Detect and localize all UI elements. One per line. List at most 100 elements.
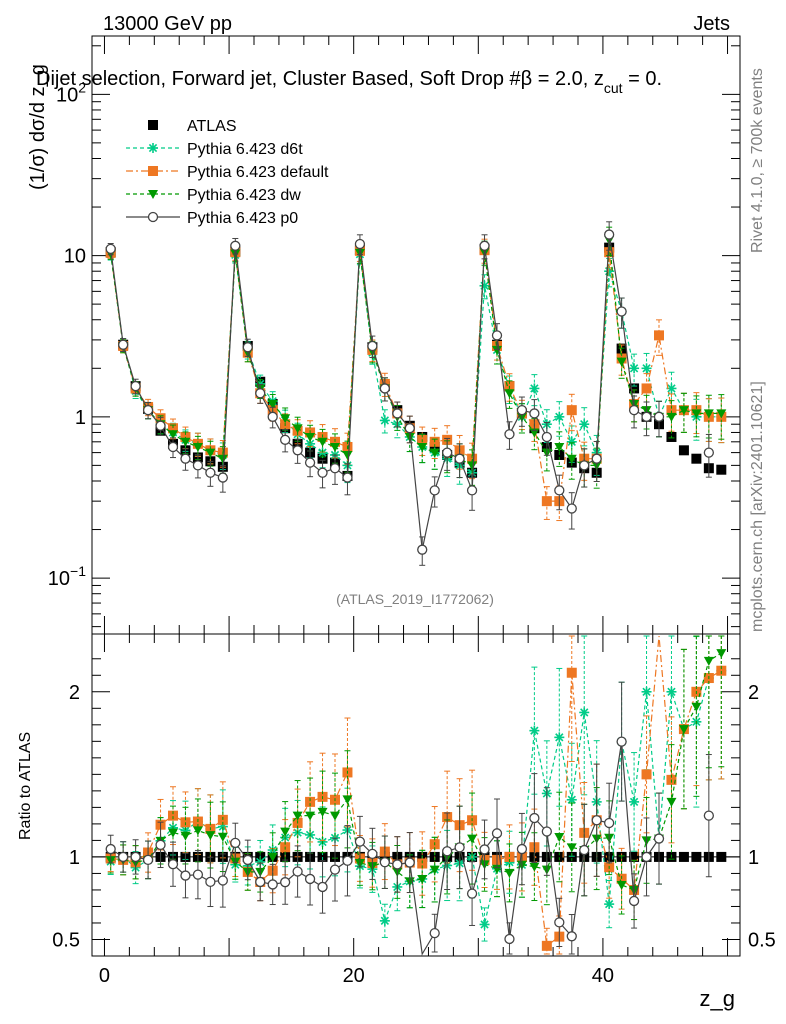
star-stroke xyxy=(604,899,614,909)
data-point xyxy=(641,769,652,780)
data-point xyxy=(591,453,602,464)
star-stroke xyxy=(642,687,651,696)
data-point xyxy=(628,895,640,907)
star-stroke xyxy=(667,687,676,696)
data-point xyxy=(417,874,428,884)
data-point xyxy=(442,447,453,458)
data-point xyxy=(155,839,166,850)
data-point xyxy=(529,408,540,419)
data-point xyxy=(554,442,565,452)
legend-label: Pythia 6.423 p0 xyxy=(187,210,298,227)
legend-entry: ATLAS xyxy=(148,118,237,135)
data-point xyxy=(392,408,403,419)
data-point xyxy=(566,667,577,678)
star-stroke xyxy=(555,412,564,421)
data-point xyxy=(591,815,602,826)
ratio-series-group xyxy=(105,635,727,954)
ratio-y-tick-label: 0.5 xyxy=(52,929,80,951)
data-point xyxy=(479,240,490,251)
ratio-y-axis-label: Ratio to ATLAS xyxy=(17,732,34,840)
data-point xyxy=(703,810,714,821)
data-point xyxy=(329,864,341,875)
star-stroke xyxy=(629,364,639,373)
data-point xyxy=(342,795,353,805)
series-pythia-6-423-dw xyxy=(105,226,727,489)
data-point xyxy=(678,445,689,456)
data-point xyxy=(666,405,677,416)
data-point xyxy=(404,857,415,868)
data-point xyxy=(604,817,615,829)
data-point xyxy=(454,453,465,464)
x-tick-label: 0 xyxy=(99,965,110,987)
data-point xyxy=(217,472,228,483)
data-point xyxy=(167,859,179,870)
data-point xyxy=(330,442,340,452)
data-point xyxy=(167,441,179,453)
data-point xyxy=(379,915,390,926)
data-point xyxy=(703,656,714,666)
data-point xyxy=(354,836,366,847)
data-point xyxy=(579,844,590,856)
data-point xyxy=(168,810,178,821)
data-point xyxy=(554,485,565,496)
data-point xyxy=(678,406,689,416)
data-point xyxy=(118,851,129,863)
data-point xyxy=(529,725,540,736)
legend-marker xyxy=(147,211,159,223)
legend: ATLAS Pythia 6.423 d6t Pythia 6.423 defaul… xyxy=(126,118,329,227)
series-pythia-6-423-p0 xyxy=(105,221,714,566)
data-point xyxy=(429,448,440,458)
data-point xyxy=(130,851,141,863)
data-point xyxy=(192,442,203,452)
data-point xyxy=(466,485,478,496)
main-y-tick-label: 10 xyxy=(64,246,86,268)
star-stroke xyxy=(642,364,651,373)
main-series-group xyxy=(105,221,727,566)
data-point xyxy=(691,851,702,862)
ratio-axis-ticks: 0.5 0.51 12 20 20 40 xyxy=(52,634,776,987)
data-point xyxy=(504,933,515,945)
data-point xyxy=(616,736,627,747)
energy-label: 13000 GeV pp xyxy=(103,13,232,35)
data-point xyxy=(616,880,627,890)
data-point xyxy=(329,463,341,474)
data-point xyxy=(280,434,291,445)
data-point xyxy=(442,846,453,857)
star-stroke xyxy=(629,797,639,807)
star-stroke xyxy=(555,733,564,742)
data-point xyxy=(230,240,241,251)
data-point xyxy=(317,807,328,817)
data-point xyxy=(267,411,278,422)
data-point xyxy=(230,837,241,849)
data-point xyxy=(529,812,540,824)
data-point xyxy=(342,450,353,460)
data-point xyxy=(255,388,266,399)
data-point xyxy=(716,409,727,419)
data-point xyxy=(342,855,353,866)
data-point xyxy=(379,857,390,868)
data-point xyxy=(629,383,640,394)
data-point xyxy=(516,405,528,416)
data-point xyxy=(716,464,727,475)
data-point xyxy=(305,811,316,821)
data-point xyxy=(479,919,490,930)
data-point xyxy=(105,243,116,255)
data-point xyxy=(691,453,702,464)
mcplots-label: mcplots.cern.ch [arXiv:2401.10621] xyxy=(749,381,766,632)
data-point xyxy=(716,851,727,862)
ratio-y-tick-label-right: 1 xyxy=(748,847,759,869)
data-point xyxy=(554,832,565,842)
data-point xyxy=(417,544,428,555)
data-point xyxy=(280,877,291,888)
data-point xyxy=(168,430,178,440)
data-point xyxy=(654,330,664,341)
data-point xyxy=(429,927,440,939)
data-point xyxy=(454,842,465,853)
data-point xyxy=(504,389,515,399)
plot-title-sub: cut xyxy=(604,80,623,96)
main-axis-ticks: 10−1 1 10 102 xyxy=(48,36,740,634)
data-point xyxy=(142,854,154,866)
data-point xyxy=(304,457,316,468)
data-point xyxy=(466,888,478,899)
